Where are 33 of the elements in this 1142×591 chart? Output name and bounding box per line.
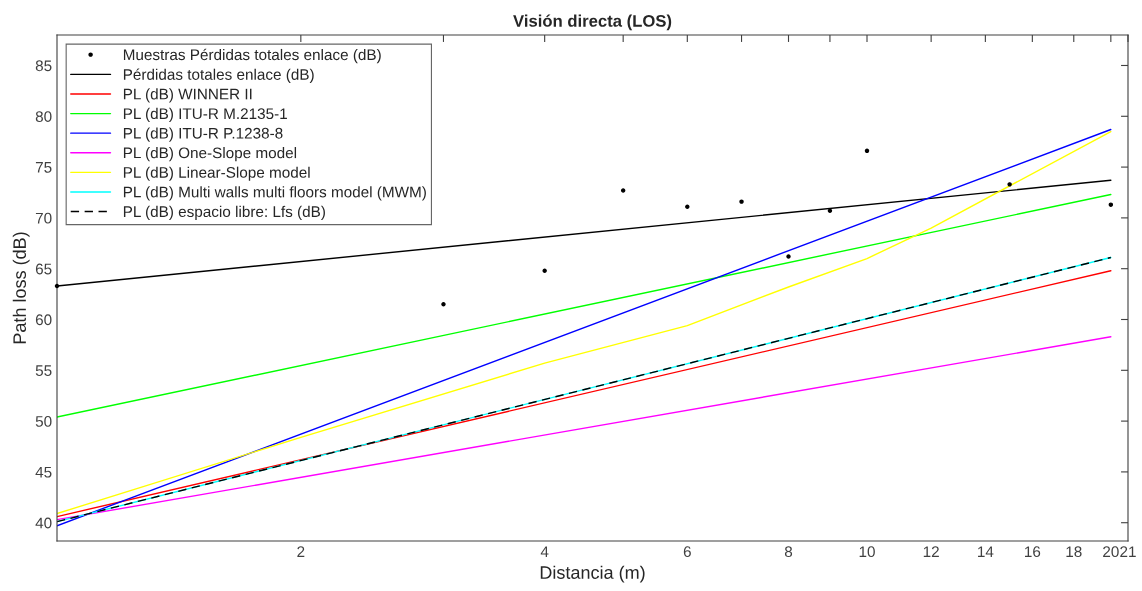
y-tick-label: 50 xyxy=(35,415,52,427)
x-axis-title: Distancia (m) xyxy=(540,565,645,583)
y-tick-label: 60 xyxy=(35,314,52,326)
legend-label: PL (dB) ITU-R P.1238-8 xyxy=(123,127,283,142)
y-tick-label: 80 xyxy=(35,111,52,122)
x-tick-label: 12 xyxy=(923,546,939,557)
x-tick-label: 6 xyxy=(683,546,691,558)
legend-label: PL (dB) One-Slope model xyxy=(123,147,297,162)
x-tick-label: 8 xyxy=(784,546,793,558)
y-axis-title: Path loss (dB) xyxy=(12,232,30,344)
legend-label: Pérdidas totales enlace (dB) xyxy=(123,68,314,83)
x-tick-label: 21 xyxy=(1120,546,1136,557)
y-tick-label: 45 xyxy=(35,466,52,478)
x-tick-label: 16 xyxy=(1025,546,1041,558)
x-tick-label: 18 xyxy=(1066,546,1082,558)
y-tick-label: 55 xyxy=(35,365,52,376)
legend-label: Muestras Pérdidas totales enlace (dB) xyxy=(123,48,381,64)
y-tick-label: 70 xyxy=(35,212,52,224)
x-tick-label: 2 xyxy=(297,546,305,557)
legend-label: PL (dB) WINNER II xyxy=(123,88,252,103)
y-tick-label: 75 xyxy=(35,162,52,173)
legend-label: PL (dB) Multi walls multi floors model (MWM) xyxy=(123,186,426,201)
legend-label: PL (dB) ITU-R M.2135-1 xyxy=(123,107,287,123)
y-tick-label: 40 xyxy=(35,517,52,529)
x-tick-label: 4 xyxy=(540,546,549,557)
y-tick-label: 65 xyxy=(35,263,52,275)
y-tick-label: 85 xyxy=(35,60,52,72)
x-tick-label: 20 xyxy=(1103,546,1119,558)
chart-title: Visión directa (LOS) xyxy=(513,14,672,31)
x-tick-label: 10 xyxy=(859,546,875,558)
legend-label: PL (dB) espacio libre: Lfs (dB) xyxy=(123,205,325,221)
legend-label: PL (dB) Linear-Slope model xyxy=(123,166,310,181)
x-tick-label: 14 xyxy=(978,546,994,557)
